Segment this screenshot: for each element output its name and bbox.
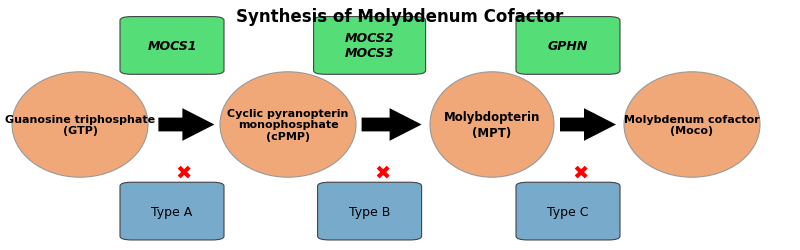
Text: Cyclic pyranopterin
monophosphate
(cPMP): Cyclic pyranopterin monophosphate (cPMP) (227, 108, 349, 142)
Text: Synthesis of Molybdenum Cofactor: Synthesis of Molybdenum Cofactor (236, 8, 564, 26)
Ellipse shape (430, 72, 554, 178)
Text: Molybdopterin
(MPT): Molybdopterin (MPT) (444, 111, 540, 139)
Text: MOCS2
MOCS3: MOCS2 MOCS3 (345, 32, 394, 60)
Ellipse shape (624, 72, 760, 178)
Text: Guanosine triphosphate
(GTP): Guanosine triphosphate (GTP) (5, 114, 155, 136)
Text: ✖: ✖ (573, 163, 589, 182)
FancyArrow shape (158, 109, 214, 141)
FancyBboxPatch shape (120, 18, 224, 75)
FancyBboxPatch shape (516, 18, 620, 75)
Text: MOCS1: MOCS1 (147, 40, 197, 53)
Text: ✖: ✖ (176, 163, 192, 182)
FancyArrow shape (362, 109, 422, 141)
FancyBboxPatch shape (314, 18, 426, 75)
FancyBboxPatch shape (120, 182, 224, 240)
Text: Molybdenum cofactor
(Moco): Molybdenum cofactor (Moco) (624, 114, 760, 136)
Text: ✖: ✖ (374, 163, 390, 182)
Ellipse shape (12, 72, 148, 178)
Ellipse shape (220, 72, 356, 178)
Text: GPHN: GPHN (548, 40, 588, 53)
FancyArrow shape (560, 109, 616, 141)
Text: Type B: Type B (349, 205, 390, 218)
FancyBboxPatch shape (318, 182, 422, 240)
FancyBboxPatch shape (516, 182, 620, 240)
Text: Type A: Type A (151, 205, 193, 218)
Text: Type C: Type C (547, 205, 589, 218)
